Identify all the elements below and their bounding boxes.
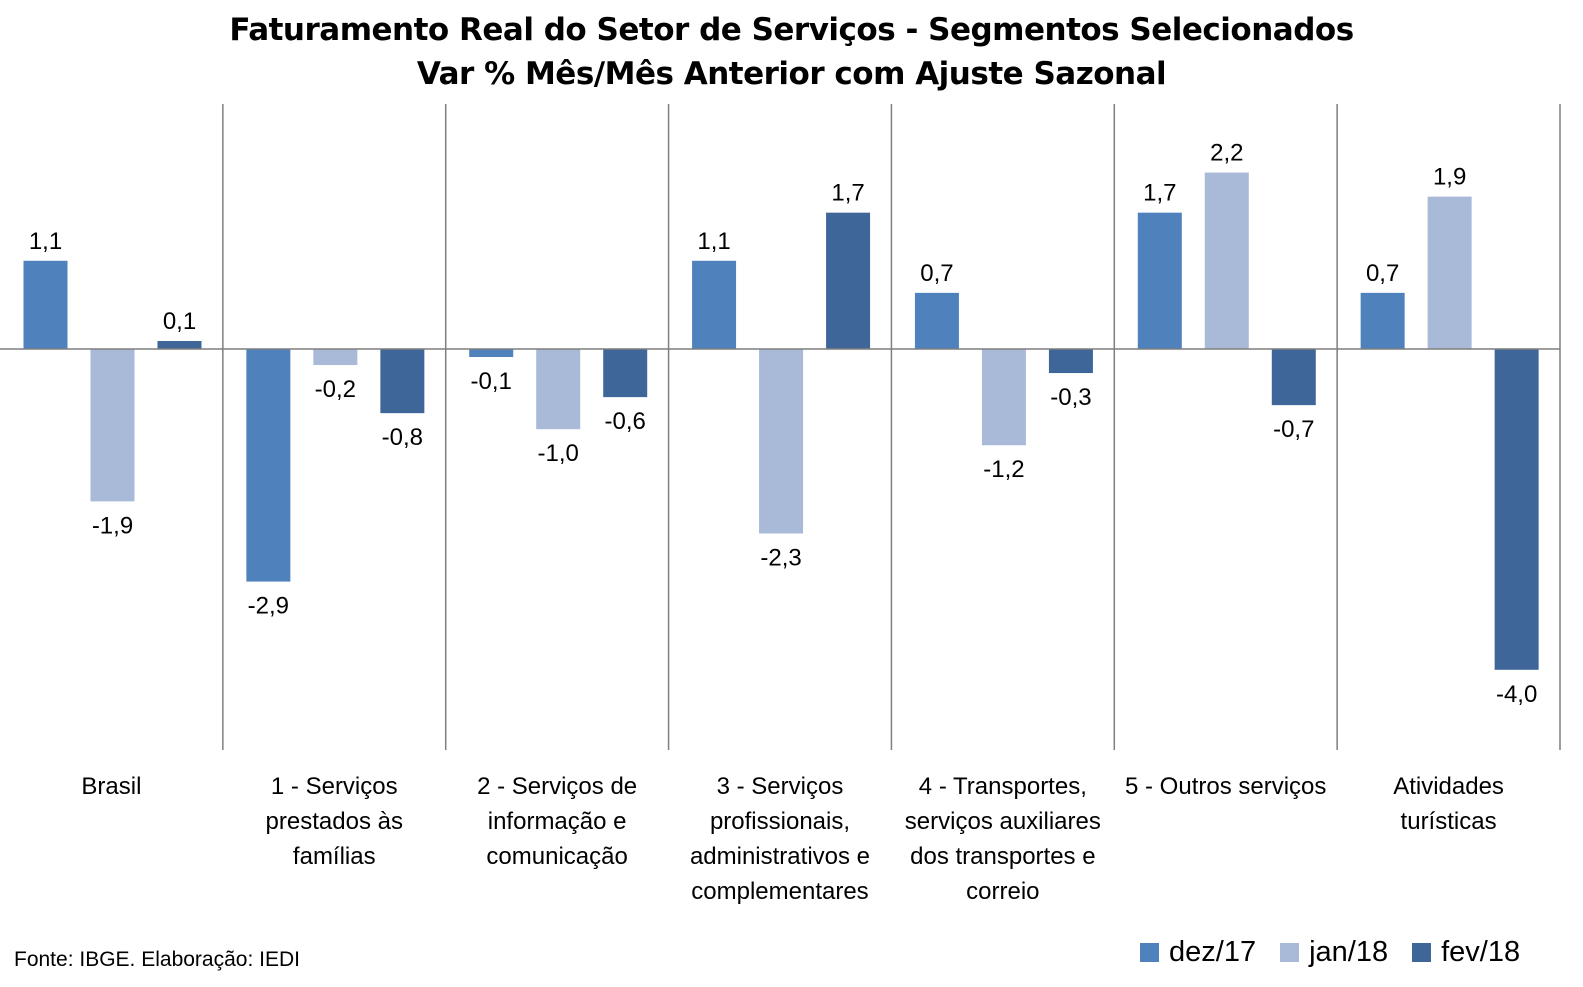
category-label-line: 1 - Serviços (270, 773, 398, 800)
legend-item-2: jan/18 (1280, 936, 1388, 969)
bar-2-6 (1204, 172, 1249, 349)
bar-3-1 (157, 340, 202, 349)
bar-1-4 (692, 260, 737, 349)
bar-2-2 (313, 349, 358, 366)
legend-swatch (1140, 942, 1159, 962)
data-label-1-1: 1,1 (29, 228, 62, 255)
category-label-line: serviços auxiliares (904, 808, 1101, 835)
data-label-2-3: -1,0 (538, 440, 579, 467)
category-label-line: 3 - Serviços (716, 773, 844, 800)
data-label-1-6: 1,7 (1143, 180, 1176, 207)
bar-2-4 (759, 349, 804, 534)
legend: dez/17 jan/18 fev/18 (1140, 932, 1520, 972)
legend-item-1: dez/17 (1140, 936, 1256, 969)
bar-3-2 (380, 349, 425, 414)
category-label-7: Atividades turísticas (1337, 769, 1560, 839)
category-label-2: 1 - Serviços prestados às famílias (223, 769, 446, 874)
category-label-line: prestados às (265, 808, 403, 835)
data-label-3-6: -0,7 (1273, 416, 1314, 443)
bar-2-7 (1427, 196, 1472, 349)
data-label-3-4: 1,7 (831, 180, 864, 207)
category-label-line: dos transportes e (910, 843, 1096, 870)
category-label-3: 2 - Serviços de informação e comunicação (446, 769, 669, 874)
data-label-3-5: -0,3 (1050, 384, 1091, 411)
chart-title-line1: Faturamento Real do Setor de Serviços - … (229, 12, 1354, 48)
data-label-2-1: -1,9 (92, 512, 133, 539)
source-note: Fonte: IBGE. Elaboração: IEDI (14, 948, 300, 971)
data-label-2-2: -0,2 (315, 376, 356, 403)
category-label-line: complementares (691, 878, 869, 905)
category-label-line: informação e (487, 808, 627, 835)
data-label-1-5: 0,7 (920, 260, 953, 287)
bar-3-5 (1048, 349, 1093, 374)
bar-3-4 (826, 212, 871, 349)
legend-label: dez/17 (1169, 935, 1257, 968)
category-label-line: 2 - Serviços de (477, 773, 638, 800)
category-label-line: comunicação (486, 843, 628, 870)
category-label-line: Brasil (81, 773, 142, 800)
bar-2-3 (536, 349, 581, 430)
data-label-3-2: -0,8 (382, 424, 423, 451)
chart-title: Faturamento Real do Setor de Serviços - … (0, 8, 1583, 96)
bar-3-6 (1271, 349, 1316, 406)
bar-1-2 (246, 349, 291, 582)
category-label-5: 4 - Transportes, serviços auxiliares dos t… (891, 769, 1114, 909)
bar-2-5 (981, 349, 1026, 446)
category-label-6: 5 - Outros serviços (1114, 769, 1337, 804)
category-label-line: administrativos e (689, 843, 871, 870)
bar-1-7 (1360, 292, 1405, 349)
data-label-1-2: -2,9 (248, 593, 289, 620)
legend-label: fev/18 (1441, 935, 1521, 968)
category-label-line: turísticas (1400, 808, 1497, 835)
data-label-1-7: 0,7 (1366, 260, 1399, 287)
category-label-line: 5 - Outros serviços (1125, 773, 1327, 800)
bar-3-3 (603, 349, 648, 398)
category-label-line: profissionais, (709, 808, 851, 835)
data-label-3-7: -4,0 (1496, 681, 1537, 708)
bar-1-3 (469, 349, 514, 358)
legend-item-3: fev/18 (1412, 936, 1520, 969)
bar-1-1 (23, 260, 68, 349)
category-label-1: Brasil (0, 769, 223, 804)
legend-label: jan/18 (1309, 935, 1389, 968)
legend-swatch (1280, 942, 1300, 962)
category-label-4: 3 - Serviços profissionais, administrativo… (669, 769, 892, 909)
bar-3-7 (1494, 349, 1539, 670)
data-label-2-5: -1,2 (983, 456, 1024, 483)
data-label-2-4: -2,3 (760, 544, 801, 571)
bar-2-1 (90, 349, 135, 502)
category-label-line: correio (966, 878, 1040, 905)
data-label-2-7: 1,9 (1433, 164, 1466, 191)
legend-swatch (1412, 942, 1432, 962)
bar-1-6 (1137, 212, 1182, 349)
data-label-3-1: 0,1 (163, 308, 196, 335)
category-label-line: famílias (292, 843, 376, 870)
chart-subtitle: Var % Mês/Mês Anterior com Ajuste Sazona… (416, 56, 1167, 92)
data-label-3-3: -0,6 (605, 408, 646, 435)
category-label-line: 4 - Transportes, (918, 773, 1087, 800)
data-label-2-6: 2,2 (1210, 140, 1243, 167)
data-label-1-3: -0,1 (471, 368, 512, 395)
bar-1-5 (914, 292, 959, 349)
category-label-line: Atividades (1393, 773, 1504, 800)
data-label-1-4: 1,1 (697, 228, 730, 255)
